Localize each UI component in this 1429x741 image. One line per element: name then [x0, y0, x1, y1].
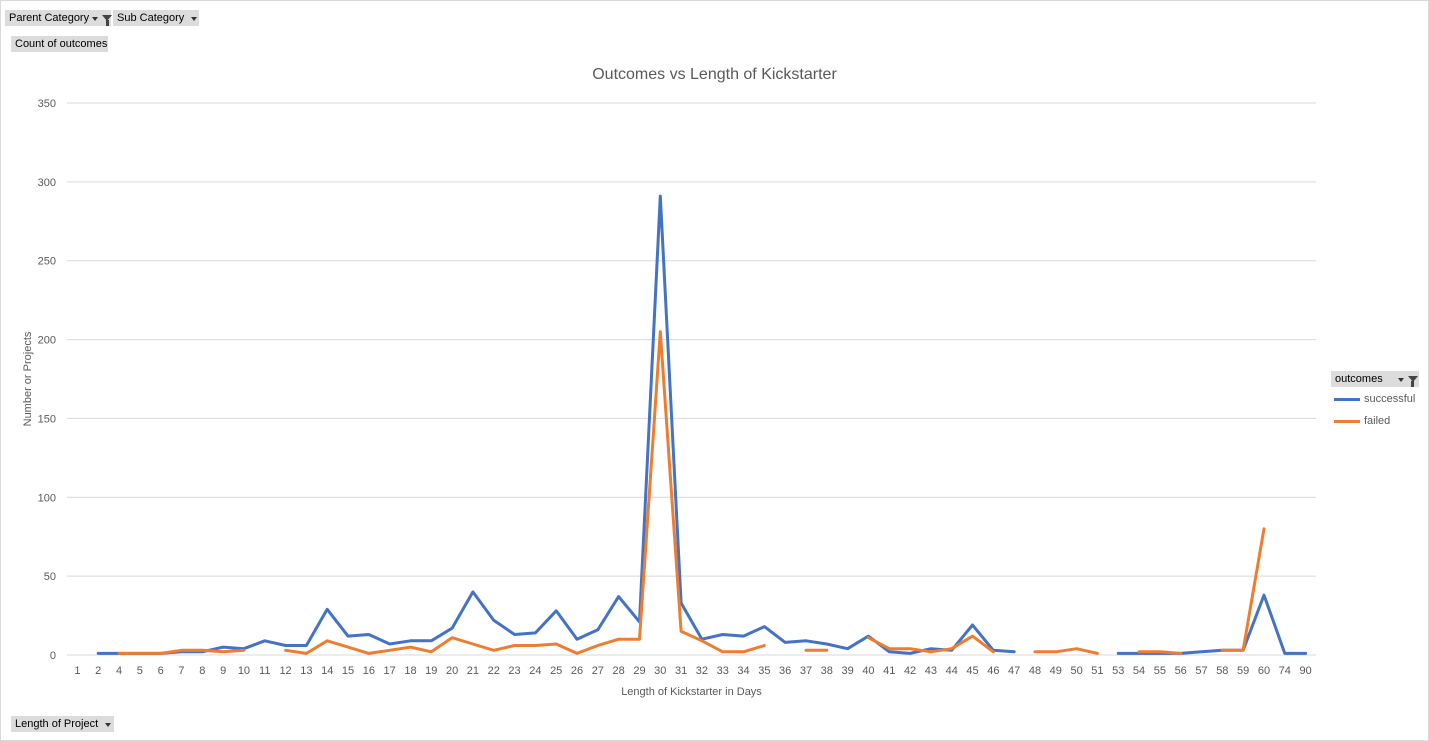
x-tick-label: 22 [488, 665, 500, 677]
x-tick-label: 74 [1279, 665, 1291, 677]
legend-label-failed: failed [1364, 415, 1391, 427]
legend-field-label: outcomes [1335, 373, 1383, 385]
x-tick-label: 33 [717, 665, 729, 677]
x-tick-label: 9 [220, 665, 226, 677]
x-tick-label: 54 [1133, 665, 1145, 677]
x-tick-label: 24 [529, 665, 541, 677]
x-tick-label: 57 [1195, 665, 1207, 677]
x-tick-label: 59 [1237, 665, 1249, 677]
x-tick-label: 42 [904, 665, 916, 677]
x-tick-label: 7 [178, 665, 184, 677]
x-tick-label: 23 [508, 665, 520, 677]
x-tick-label: 45 [966, 665, 978, 677]
x-tick-label: 6 [158, 665, 164, 677]
x-tick-label: 29 [633, 665, 645, 677]
x-tick-label: 26 [571, 665, 583, 677]
x-tick-label: 16 [363, 665, 375, 677]
x-tick-label: 51 [1091, 665, 1103, 677]
series-line-successful [96, 194, 1308, 655]
x-axis-title: Length of Kickstarter in Days [621, 686, 762, 698]
x-tick-label: 36 [779, 665, 791, 677]
legend-swatch-successful [1334, 397, 1360, 401]
x-tick-label: 60 [1258, 665, 1270, 677]
x-tick-label: 50 [1070, 665, 1082, 677]
x-tick-label: 19 [425, 665, 437, 677]
x-tick-label: 39 [842, 665, 854, 677]
x-tick-label: 34 [737, 665, 749, 677]
x-tick-label: 18 [404, 665, 416, 677]
y-tick-label: 50 [44, 571, 56, 583]
x-tick-label: 25 [550, 665, 562, 677]
x-tick-label: 12 [279, 665, 291, 677]
filter-icon [1407, 376, 1418, 387]
parent-category-label: Parent Category [9, 12, 90, 24]
x-tick-label: 49 [1050, 665, 1062, 677]
x-tick-label: 1 [74, 665, 80, 677]
dropdown-arrow-icon [191, 17, 198, 21]
dropdown-arrow-icon [92, 17, 99, 21]
x-tick-label: 4 [116, 665, 122, 677]
legend-field-button[interactable]: outcomes [1331, 371, 1419, 387]
series-line-failed [117, 330, 1266, 655]
x-tick-label: 37 [800, 665, 812, 677]
parent-category-field-button[interactable]: Parent Category [5, 10, 113, 26]
x-tick-label: 41 [883, 665, 895, 677]
y-tick-label: 300 [38, 177, 56, 189]
x-tick-label: 15 [342, 665, 354, 677]
x-tick-label: 8 [199, 665, 205, 677]
x-tick-label: 40 [862, 665, 874, 677]
x-tick-label: 10 [238, 665, 250, 677]
x-tick-label: 43 [925, 665, 937, 677]
legend-swatch-failed [1334, 419, 1360, 423]
legend-label-successful: successful [1364, 393, 1416, 405]
filter-icon [102, 15, 113, 26]
x-tick-label: 21 [467, 665, 479, 677]
x-tick-label: 55 [1154, 665, 1166, 677]
y-tick-label: 100 [38, 492, 56, 504]
x-tick-label: 2 [95, 665, 101, 677]
x-tick-label: 58 [1216, 665, 1228, 677]
x-tick-label: 17 [384, 665, 396, 677]
y-tick-label: 150 [38, 413, 56, 425]
x-tick-label: 46 [987, 665, 999, 677]
dropdown-arrow-icon [1397, 378, 1404, 382]
axis-field-button[interactable]: Length of Project [11, 716, 114, 732]
values-field-button[interactable]: Count of outcomes [11, 36, 108, 52]
x-tick-label: 14 [321, 665, 333, 677]
x-tick-label: 47 [1008, 665, 1020, 677]
sub-category-field-button[interactable]: Sub Category [113, 10, 199, 26]
x-tick-label: 90 [1299, 665, 1311, 677]
x-tick-label: 20 [446, 665, 458, 677]
x-tick-label: 11 [259, 665, 270, 677]
x-tick-label: 32 [696, 665, 708, 677]
y-axis-title: Number or Projects [22, 331, 34, 426]
y-tick-label: 200 [38, 335, 56, 347]
x-tick-label: 13 [300, 665, 312, 677]
x-tick-label: 53 [1112, 665, 1124, 677]
x-tick-label: 31 [675, 665, 687, 677]
values-field-label: Count of outcomes [15, 38, 108, 50]
y-tick-label: 350 [38, 98, 56, 110]
x-tick-label: 38 [821, 665, 833, 677]
x-tick-label: 48 [1029, 665, 1041, 677]
y-tick-label: 0 [50, 650, 56, 662]
x-tick-label: 44 [946, 665, 958, 677]
y-tick-label: 250 [38, 256, 56, 268]
dropdown-arrow-icon [105, 723, 112, 727]
x-tick-label: 5 [137, 665, 143, 677]
chart-title: Outcomes vs Length of Kickstarter [592, 66, 837, 83]
x-tick-label: 30 [654, 665, 666, 677]
legend-item-failed[interactable]: failed [1334, 415, 1390, 427]
legend-item-successful[interactable]: successful [1334, 393, 1415, 405]
x-tick-label: 28 [613, 665, 625, 677]
x-tick-label: 27 [592, 665, 604, 677]
x-tick-label: 56 [1175, 665, 1187, 677]
sub-category-label: Sub Category [117, 12, 185, 24]
axis-field-label: Length of Project [15, 718, 99, 730]
x-tick-label: 35 [758, 665, 770, 677]
